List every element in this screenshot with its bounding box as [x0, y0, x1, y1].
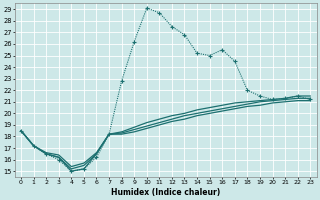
X-axis label: Humidex (Indice chaleur): Humidex (Indice chaleur) — [111, 188, 220, 197]
